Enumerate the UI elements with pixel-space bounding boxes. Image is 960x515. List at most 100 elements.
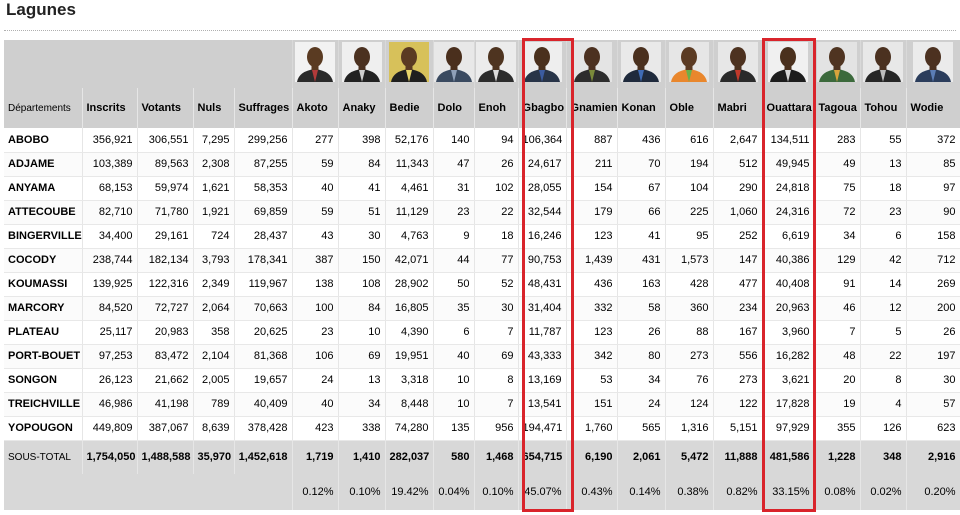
table-cell: 84,520 [82, 296, 138, 321]
table-cell: 34,400 [82, 224, 138, 249]
table-cell: 194 [665, 152, 714, 177]
table-cell: 104 [665, 176, 714, 201]
row-departement: KOUMASSI [4, 272, 83, 297]
table-cell: 378,428 [234, 416, 293, 441]
subtotal-cell: 348 [860, 440, 907, 474]
table-cell: 10 [433, 392, 475, 417]
table-cell: 20,963 [762, 296, 815, 321]
table-cell: 32,544 [518, 200, 567, 225]
table-cell: 167 [713, 320, 763, 345]
table-cell: 48 [814, 344, 861, 369]
table-cell: 71,780 [137, 200, 194, 225]
percentage-cell: 33.15% [762, 474, 815, 510]
portrait-akoto [295, 42, 336, 82]
table-cell: 252 [713, 224, 763, 249]
portrait-cell-akoto [292, 40, 339, 88]
table-cell: 3,318 [385, 368, 434, 393]
table-cell: 10 [338, 320, 386, 345]
title-divider [4, 30, 956, 31]
table-cell: 31 [433, 176, 475, 201]
table-cell: 47 [433, 152, 475, 177]
percentage-cell: 0.04% [433, 474, 475, 510]
table-cell: 2,064 [193, 296, 235, 321]
table-cell: 356,921 [82, 128, 138, 153]
header-candidate-gnamien: Gnamien [566, 88, 618, 128]
table-cell: 122 [713, 392, 763, 417]
header-candidate-ouattara: Ouattara [762, 88, 815, 128]
table-cell: 89,563 [137, 152, 194, 177]
table-cell: 436 [617, 128, 666, 153]
table-cell: 273 [713, 368, 763, 393]
table-cell: 100 [292, 296, 339, 321]
table-cell: 194,471 [518, 416, 567, 441]
table-cell: 106,364 [518, 128, 567, 153]
table-cell: 24 [292, 368, 339, 393]
row-departement: ANYAMA [4, 176, 83, 201]
header-candidate-enoh: Enoh [474, 88, 519, 128]
table-cell: 90 [906, 200, 960, 225]
table-row: MARCORY 84,520 72,727 2,064 70,663 100 84 16,80… [4, 296, 960, 321]
row-departement: BINGERVILLE [4, 224, 83, 249]
table-cell: 124 [665, 392, 714, 417]
subtotal-cell: 5,472 [665, 440, 714, 474]
table-cell: 43 [292, 224, 339, 249]
table-cell: 119,967 [234, 272, 293, 297]
table-cell: 1,760 [566, 416, 618, 441]
table-cell: 26,123 [82, 368, 138, 393]
table-cell: 43,333 [518, 344, 567, 369]
table-cell: 7,295 [193, 128, 235, 153]
table-cell: 49,945 [762, 152, 815, 177]
table-cell: 53 [566, 368, 618, 393]
table-row: SONGON 26,123 21,662 2,005 19,657 24 13 3,318 10… [4, 368, 960, 393]
table-cell: 290 [713, 176, 763, 201]
table-cell: 57 [906, 392, 960, 417]
table-cell: 90,753 [518, 248, 567, 273]
table-cell: 5,151 [713, 416, 763, 441]
row-departement: MARCORY [4, 296, 83, 321]
table-cell: 106 [292, 344, 339, 369]
portrait-cell-ouattara [762, 40, 815, 88]
table-cell: 5 [860, 320, 907, 345]
table-cell: 13 [338, 368, 386, 393]
table-cell: 338 [338, 416, 386, 441]
header-departements: Départements [4, 88, 83, 128]
table-cell: 66 [617, 200, 666, 225]
table-cell: 342 [566, 344, 618, 369]
table-cell: 68,153 [82, 176, 138, 201]
table-cell: 52 [474, 272, 519, 297]
table-cell: 34 [617, 368, 666, 393]
table-cell: 623 [906, 416, 960, 441]
table-cell: 55 [860, 128, 907, 153]
table-cell: 6,619 [762, 224, 815, 249]
table-cell: 211 [566, 152, 618, 177]
table-cell: 238,744 [82, 248, 138, 273]
header-suffrages: Suffrages [234, 88, 293, 128]
header-inscrits: Inscrits [82, 88, 138, 128]
table-cell: 6 [433, 320, 475, 345]
table-cell: 197 [906, 344, 960, 369]
table-cell: 51 [338, 200, 386, 225]
table-cell: 8,448 [385, 392, 434, 417]
table-cell: 30 [474, 296, 519, 321]
table-cell: 387,067 [137, 416, 194, 441]
table-cell: 2,104 [193, 344, 235, 369]
table-cell: 1,921 [193, 200, 235, 225]
portrait-cell-gbagbo [518, 40, 567, 88]
portrait-row-spacer [4, 40, 293, 88]
table-cell: 477 [713, 272, 763, 297]
table-row: ATTECOUBE 82,710 71,780 1,921 69,859 59 51 11,1… [4, 200, 960, 225]
portrait-ouattara [768, 42, 809, 82]
percentage-cell: 0.10% [338, 474, 386, 510]
portrait-wodie [913, 42, 954, 82]
portrait-konan [621, 42, 662, 82]
table-cell: 431 [617, 248, 666, 273]
table-cell: 20 [814, 368, 861, 393]
row-departement: ABOBO [4, 128, 83, 153]
table-cell: 200 [906, 296, 960, 321]
header-candidate-konan: Konan [617, 88, 666, 128]
table-cell: 8 [860, 368, 907, 393]
row-departement: SONGON [4, 368, 83, 393]
subtotal-cell: 1,410 [338, 440, 386, 474]
table-cell: 72 [814, 200, 861, 225]
subtotal-cell: 1,468 [474, 440, 519, 474]
